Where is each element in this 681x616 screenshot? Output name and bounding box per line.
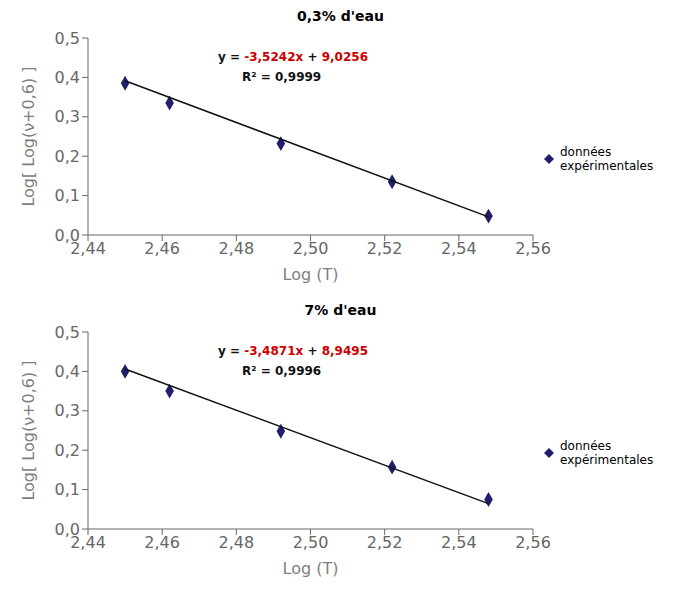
svg-text:2,46: 2,46 [144,533,180,552]
html-text:données: données [560,145,612,159]
svg-text:2,54: 2,54 [441,533,477,552]
svg-text:Log (T): Log (T) [283,559,339,578]
svg-text:2,46: 2,46 [144,239,180,258]
svg-text:0,0: 0,0 [55,226,80,245]
html-text:expérimentales: expérimentales [560,159,654,173]
html-text:7% d'eau: 7% d'eau [304,302,377,318]
svg-text:0,5: 0,5 [55,323,80,342]
html-text:0,3% d'eau: 0,3% d'eau [297,8,384,24]
svg-text:0,4: 0,4 [55,362,80,381]
svg-text:2,48: 2,48 [219,239,255,258]
html-text:y = -3,4871x + 8,9495: y = -3,4871x + 8,9495 [218,344,368,358]
svg-text:2,44: 2,44 [70,239,106,259]
svg-text:2,50: 2,50 [293,533,329,552]
svg-text:2,52: 2,52 [367,533,403,552]
svg-text:2,50: 2,50 [293,239,329,258]
svg-text:2,56: 2,56 [515,533,551,552]
svg-text:2,56: 2,56 [515,239,551,258]
svg-text:0,3: 0,3 [55,107,80,126]
svg-text:2,52: 2,52 [367,239,403,258]
svg-text:0,2: 0,2 [55,441,80,460]
svg-text:0,2: 0,2 [55,147,80,166]
svg-text:0,5: 0,5 [55,29,80,48]
svg-text:2,54: 2,54 [441,239,477,258]
html-text:expérimentales: expérimentales [560,453,654,467]
svg-text:0,1: 0,1 [55,186,80,205]
html-text:données: données [560,439,612,453]
svg-text:Log (T): Log (T) [283,265,339,284]
html-text:y = -3,5242x + 9,0256: y = -3,5242x + 9,0256 [218,50,368,64]
svg-text:0,3: 0,3 [55,401,80,420]
svg-text:0,0: 0,0 [55,520,80,539]
svg-text:2,44: 2,44 [70,533,106,553]
svg-text:Log[ Log(ν+0,6) ]: Log[ Log(ν+0,6) ] [19,66,38,206]
html-text:R² = 0,9999: R² = 0,9999 [242,70,322,84]
svg-text:0,4: 0,4 [55,68,80,87]
html-text:R² = 0,9996: R² = 0,9996 [242,364,322,378]
svg-text:2,48: 2,48 [219,533,255,552]
svg-text:Log[ Log(ν+0,6) ]: Log[ Log(ν+0,6) ] [19,360,38,500]
svg-text:0,1: 0,1 [55,480,80,499]
